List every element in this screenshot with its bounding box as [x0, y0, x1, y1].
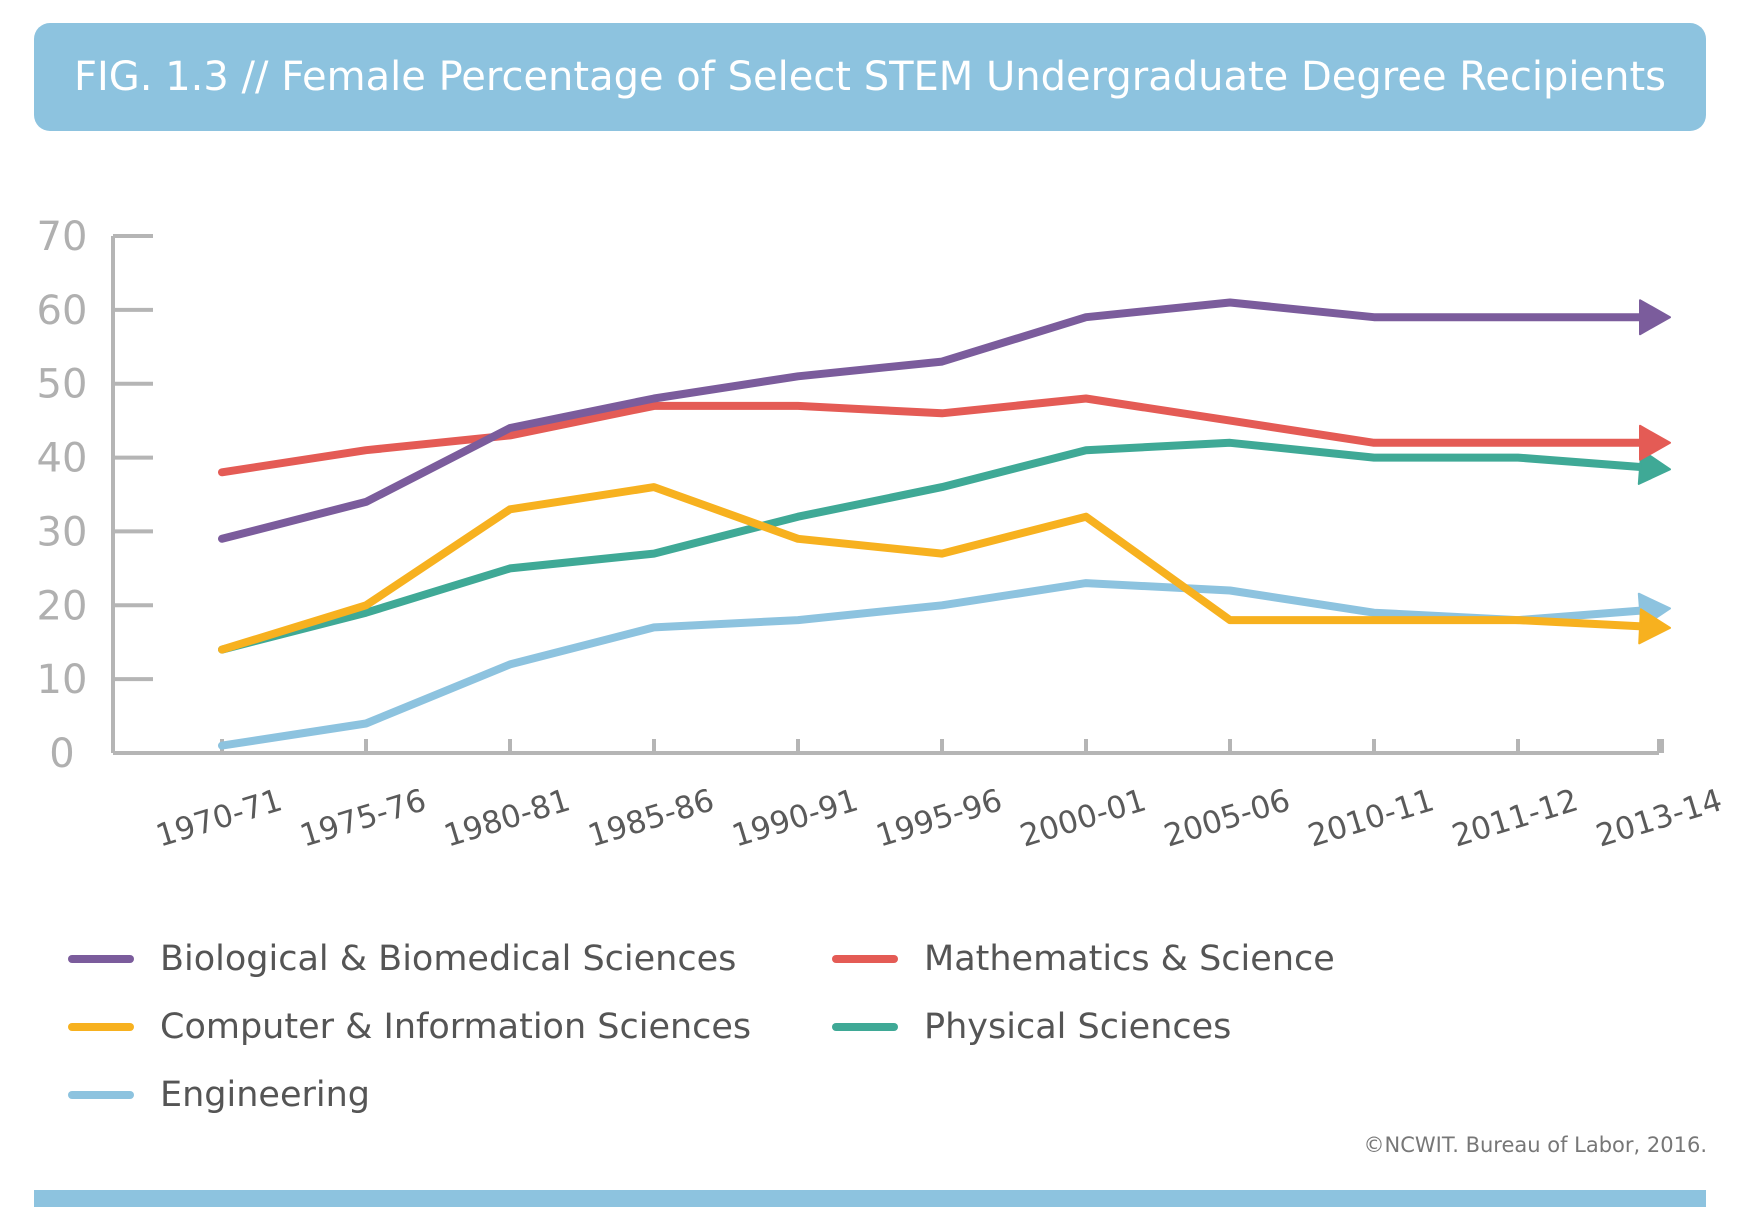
title-banner: FIG. 1.3 // Female Percentage of Select …: [34, 23, 1706, 131]
x-tick-label: 2005-06: [1160, 782, 1294, 854]
source-note: ©NCWIT. Bureau of Labor, 2016.: [1363, 1133, 1707, 1157]
y-tick-label: 30: [37, 509, 88, 555]
x-tick-label: 1980-81: [440, 782, 574, 854]
series-line-0: [218, 298, 1646, 543]
x-tick-label: 1990-91: [728, 782, 862, 854]
series-arrow-0: [1639, 299, 1671, 336]
series-line-1: [218, 394, 1646, 477]
x-tick-label: 2010-11: [1304, 782, 1438, 854]
series-line-2: [218, 483, 1646, 654]
x-tick-label: 1985-86: [584, 782, 718, 854]
x-tick-label: 2011-12: [1448, 782, 1582, 854]
y-tick-label: 70: [37, 214, 88, 260]
x-tick-label: 2000-01: [1016, 782, 1150, 854]
bottom-bar: [34, 1190, 1706, 1207]
y-tick-label: 20: [37, 583, 88, 629]
series-line-4: [218, 579, 1647, 750]
chart-title: FIG. 1.3 // Female Percentage of Select …: [74, 54, 1666, 100]
y-tick-label: 60: [37, 288, 88, 334]
x-tick-label: 1970-71: [152, 782, 286, 854]
x-tick-label: 1975-76: [296, 782, 430, 854]
series-line-3: [218, 438, 1647, 654]
y-tick-label: 10: [37, 657, 88, 703]
y-tick-label: 50: [37, 362, 88, 408]
y-tick-label: 0: [49, 731, 74, 777]
series-arrow-3: [1637, 449, 1671, 485]
x-tick-label: 2013-14: [1592, 782, 1726, 854]
y-tick-label: 40: [37, 436, 88, 482]
chart-axes: 0 10 20 30 40 50 60 70 1970-71 1975-76 1980-81 1985…: [37, 214, 1727, 855]
series-arrow-2: [1638, 608, 1671, 645]
series-arrow-1: [1639, 424, 1671, 461]
x-tick-label: 1995-96: [872, 782, 1006, 854]
chart-series: [218, 298, 1671, 750]
